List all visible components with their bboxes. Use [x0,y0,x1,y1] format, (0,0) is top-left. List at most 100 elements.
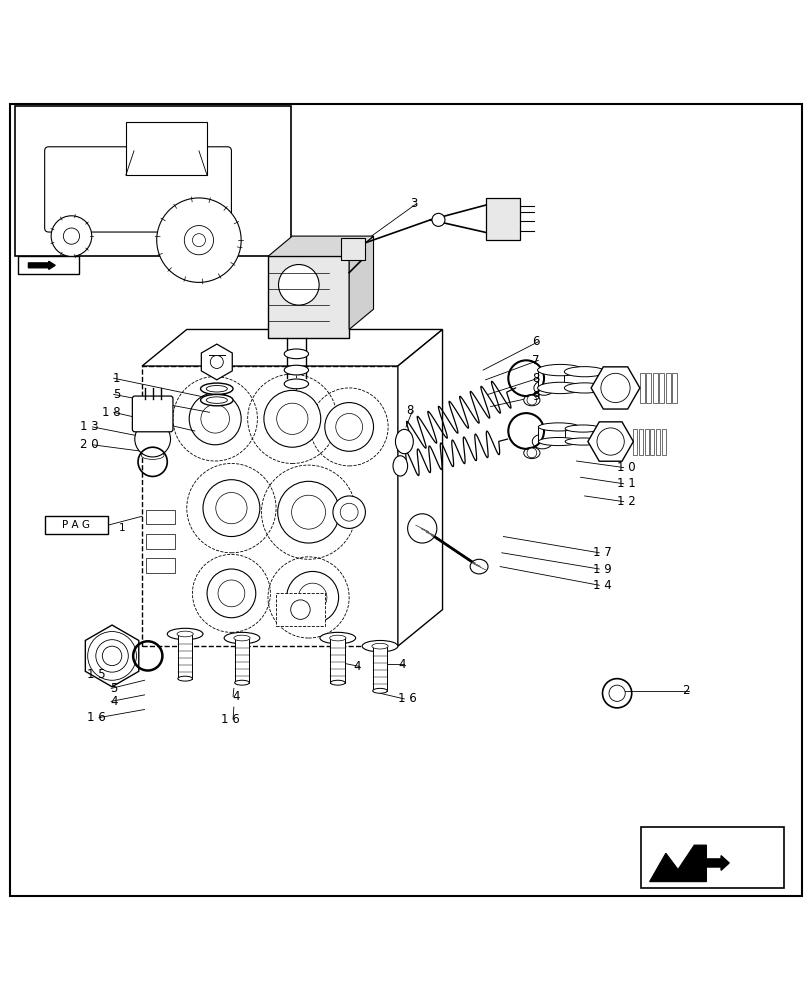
Circle shape [264,390,320,447]
Circle shape [51,216,92,256]
Polygon shape [85,625,139,687]
Text: 1: 1 [113,372,120,385]
Ellipse shape [200,383,233,394]
Ellipse shape [200,394,233,406]
Bar [146,510,174,524]
Circle shape [203,480,260,537]
Circle shape [217,580,244,607]
Ellipse shape [234,635,250,641]
Ellipse shape [564,367,604,377]
Text: 1 7: 1 7 [592,546,611,559]
Polygon shape [201,344,232,380]
Circle shape [278,265,319,305]
Ellipse shape [537,382,582,394]
Circle shape [407,514,436,543]
Text: 1 6: 1 6 [221,713,239,726]
Circle shape [324,403,373,451]
Bar [485,198,519,240]
Circle shape [600,373,629,403]
FancyBboxPatch shape [132,396,173,432]
Text: 4: 4 [353,660,360,673]
Circle shape [63,228,79,244]
Ellipse shape [532,434,551,449]
Text: 1 5: 1 5 [87,668,105,681]
Text: 2 0: 2 0 [80,438,99,451]
Ellipse shape [523,447,539,459]
Bar [330,638,345,683]
Ellipse shape [372,688,387,693]
Bar [644,429,648,455]
Ellipse shape [284,365,308,375]
Bar [341,238,365,260]
Ellipse shape [177,631,193,637]
Text: 1 6: 1 6 [397,692,416,705]
Circle shape [189,393,241,445]
Text: 1: 1 [118,523,125,533]
Text: 6: 6 [531,335,539,348]
Ellipse shape [224,632,260,644]
Bar [45,516,108,534]
Circle shape [210,355,223,368]
FancyBboxPatch shape [45,147,231,232]
Circle shape [277,481,339,543]
Text: 8: 8 [406,404,413,417]
Ellipse shape [206,386,227,392]
Ellipse shape [141,438,164,446]
Circle shape [207,569,255,618]
Ellipse shape [284,349,308,359]
Text: 3: 3 [410,197,417,210]
Circle shape [216,492,247,524]
Ellipse shape [167,628,203,640]
Ellipse shape [538,423,578,431]
Circle shape [286,571,338,623]
Bar [638,429,642,455]
Bar [655,429,659,455]
Polygon shape [587,422,633,461]
Text: 9: 9 [531,390,539,403]
Ellipse shape [534,381,553,395]
Text: 7: 7 [531,354,539,367]
Circle shape [200,405,230,433]
FancyArrow shape [28,261,55,269]
Circle shape [277,403,307,434]
Text: 1 0: 1 0 [616,461,635,474]
Text: 1 4: 1 4 [592,579,611,592]
Circle shape [157,198,241,282]
Text: 5: 5 [113,388,120,401]
Circle shape [340,503,358,521]
FancyArrow shape [706,856,728,870]
Bar [15,106,290,256]
Polygon shape [268,236,373,256]
Ellipse shape [371,643,388,649]
Polygon shape [590,367,639,409]
Text: 1 6: 1 6 [87,711,105,724]
Text: 1 8: 1 8 [101,406,120,419]
Bar [564,429,600,442]
Polygon shape [649,845,706,882]
Text: P A G: P A G [62,520,90,530]
Text: 2: 2 [681,684,689,697]
Circle shape [333,496,365,528]
Bar [126,122,207,175]
Text: 4: 4 [110,695,118,708]
Circle shape [184,226,213,255]
Bar [146,558,174,573]
Circle shape [526,448,536,458]
Ellipse shape [330,680,345,685]
Polygon shape [142,329,442,366]
Bar [18,256,79,274]
Ellipse shape [362,640,397,652]
Ellipse shape [393,456,407,476]
Text: 1 1: 1 1 [616,477,635,490]
Ellipse shape [564,438,600,445]
Ellipse shape [564,425,600,432]
Ellipse shape [178,676,192,681]
Bar [268,256,349,338]
Ellipse shape [537,364,582,376]
Ellipse shape [141,451,164,459]
Ellipse shape [329,635,345,641]
Ellipse shape [141,432,164,440]
Circle shape [336,414,362,440]
Polygon shape [349,236,373,329]
Polygon shape [397,329,442,646]
